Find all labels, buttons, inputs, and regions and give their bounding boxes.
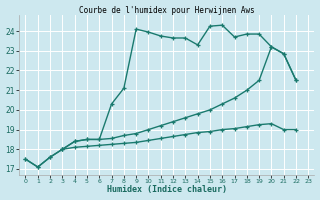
Title: Courbe de l'humidex pour Herwijnen Aws: Courbe de l'humidex pour Herwijnen Aws bbox=[79, 6, 255, 15]
X-axis label: Humidex (Indice chaleur): Humidex (Indice chaleur) bbox=[107, 185, 227, 194]
